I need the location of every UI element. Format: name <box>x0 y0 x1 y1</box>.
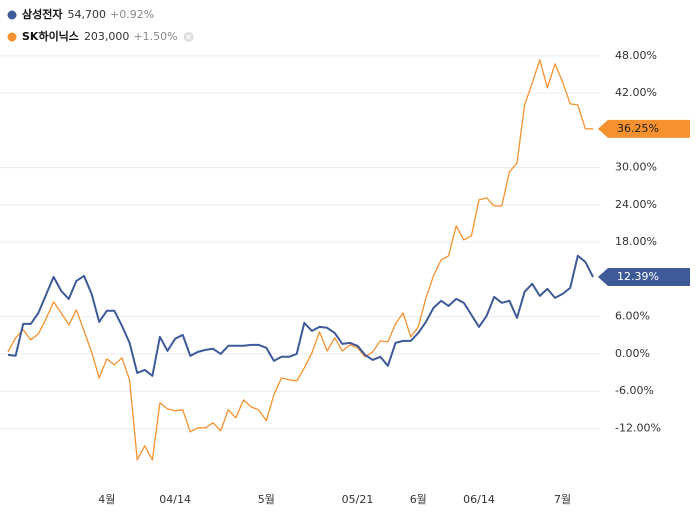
end-tag-label: 12.39% <box>617 270 659 283</box>
legend-name: 삼성전자 <box>22 7 63 21</box>
legend-dot <box>7 32 17 42</box>
legend-price: 54,700 <box>67 8 106 21</box>
legend-item[interactable]: SK하이닉스 203,000 +1.50% <box>7 29 178 43</box>
y-tick-label: -12.00% <box>615 421 661 434</box>
legend-remove-button[interactable] <box>183 32 194 42</box>
legend-change: +0.92% <box>110 8 154 21</box>
legend-text: 삼성전자 54,700 +0.92% <box>22 7 154 21</box>
legend-dot <box>7 10 17 20</box>
remove-icon <box>186 34 192 40</box>
y-tick-label: 30.00% <box>615 161 657 174</box>
y-tick-label: 0.00% <box>615 347 650 360</box>
legend-name: SK하이닉스 <box>22 29 79 43</box>
x-tick-label: 4월 <box>98 493 115 506</box>
line-series <box>7 254 594 377</box>
x-tick-label: 5월 <box>258 493 275 506</box>
x-tick-label: 6월 <box>410 493 427 506</box>
line-series <box>7 59 594 461</box>
x-tick-label: 7월 <box>554 493 571 506</box>
legend-item[interactable]: 삼성전자 54,700 +0.92% <box>7 7 155 21</box>
end-tag-label: 36.25% <box>617 122 659 135</box>
y-tick-label: 18.00% <box>615 235 657 248</box>
end-tag: 12.39% <box>598 267 690 286</box>
end-tag-bg <box>598 267 690 286</box>
x-tick-label: 06/14 <box>463 493 495 506</box>
legend-change: +1.50% <box>133 30 177 43</box>
y-tick-label: 24.00% <box>615 198 657 211</box>
y-tick-label: 48.00% <box>615 49 657 62</box>
y-tick-label: 6.00% <box>615 310 650 323</box>
y-tick-label: -6.00% <box>615 384 654 397</box>
x-tick-label: 05/21 <box>342 493 374 506</box>
y-tick-label: 42.00% <box>615 86 657 99</box>
end-tag-bg <box>598 119 690 138</box>
end-tag: 36.25% <box>598 119 690 138</box>
legend-text: SK하이닉스 203,000 +1.50% <box>22 29 178 43</box>
legend-price: 203,000 <box>84 30 130 43</box>
x-tick-label: 04/14 <box>159 493 191 506</box>
